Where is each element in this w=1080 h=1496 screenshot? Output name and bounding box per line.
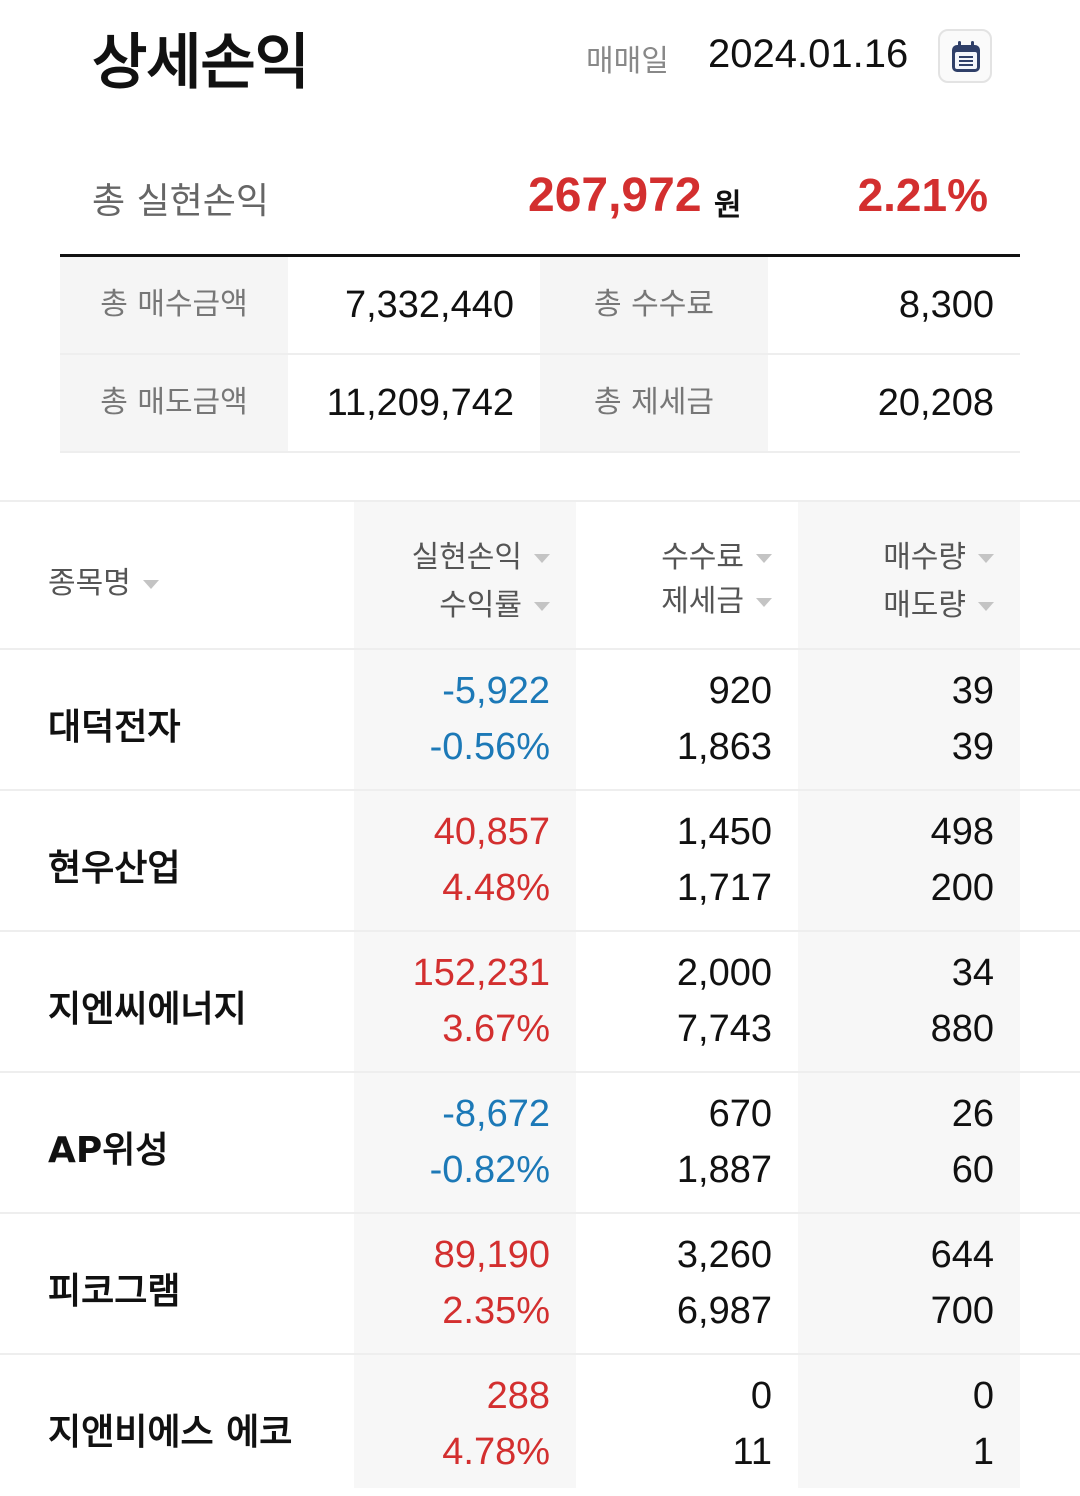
calendar-icon [952, 41, 980, 72]
tax: 7,743 [676, 1008, 772, 1050]
sort-sell-qty[interactable]: 매도량 [883, 580, 994, 624]
stock-name: 지앤비에스 에코 [48, 1412, 293, 1453]
total-profit-label: 총 실현손익 [92, 181, 270, 222]
table-row[interactable]: AP위성 -8,672 -0.82% 670 1,887 26 60 [0, 1073, 1080, 1214]
column-shade [798, 500, 1020, 1488]
total-profit-amount: 267,972 [528, 169, 702, 222]
page-title: 상세손익 [92, 28, 310, 98]
sell-qty: 1 [972, 1431, 994, 1473]
sell-qty: 200 [930, 867, 994, 909]
sort-fee[interactable]: 수수료 [661, 532, 772, 576]
sort-tax[interactable]: 제세금 [661, 576, 772, 620]
return-rate: 3.67% [442, 1008, 550, 1050]
buy-qty: 644 [930, 1234, 994, 1276]
sort-down-icon [978, 602, 994, 611]
sell-qty: 880 [930, 1008, 994, 1050]
sort-down-icon [534, 602, 550, 611]
realized-profit: -8,672 [442, 1093, 550, 1135]
table-row[interactable]: 지앤비에스 에코 288 4.78% 0 11 0 1 [0, 1355, 1080, 1496]
realized-profit: 288 [486, 1375, 550, 1417]
realized-profit: 89,190 [433, 1234, 550, 1276]
sort-down-icon [534, 554, 550, 563]
sort-buy-qty[interactable]: 매수량 [883, 532, 994, 576]
fee: 2,000 [676, 952, 772, 994]
sell-qty: 700 [930, 1290, 994, 1332]
summary-value: 11,209,742 [326, 382, 514, 424]
fee: 0 [750, 1375, 772, 1417]
sell-qty: 60 [951, 1149, 994, 1191]
tax: 1,887 [676, 1149, 772, 1191]
return-rate: -0.82% [429, 1149, 550, 1191]
tax: 1,863 [676, 726, 772, 768]
sort-profit[interactable]: 실현손익 [412, 532, 550, 576]
sort-down-icon [142, 580, 159, 589]
divider [60, 254, 1020, 257]
total-profit-rate: 2.21% [857, 169, 988, 221]
buy-qty: 0 [972, 1375, 994, 1417]
total-profit-unit: 원 [714, 188, 742, 223]
realized-profit: -5,922 [442, 670, 550, 712]
fee: 920 [708, 670, 772, 712]
sort-down-icon [756, 554, 772, 563]
summary-label: 총 수수료 [540, 257, 768, 353]
buy-qty: 39 [951, 670, 994, 712]
summary-label: 총 매도금액 [60, 355, 288, 451]
return-rate: -0.56% [429, 726, 550, 768]
trade-date-value[interactable]: 2024.01.16 [708, 32, 909, 76]
sort-rate[interactable]: 수익률 [439, 580, 550, 624]
stock-name: AP위성 [48, 1130, 169, 1171]
tax: 6,987 [676, 1290, 772, 1332]
fee: 3,260 [676, 1234, 772, 1276]
table-row[interactable]: 현우산업 40,857 4.48% 1,450 1,717 498 200 [0, 791, 1080, 932]
stock-name: 지엔씨에너지 [48, 989, 247, 1030]
realized-profit: 152,231 [412, 952, 550, 994]
stock-name: 대덕전자 [48, 707, 181, 748]
calendar-button[interactable] [938, 29, 992, 83]
summary-label: 총 제세금 [540, 355, 768, 451]
summary-value: 8,300 [898, 284, 994, 326]
table-header: 종목명 실현손익 수익률 수수료 제세금 매수량 매도량 [0, 500, 1080, 650]
tax: 1,717 [676, 867, 772, 909]
summary-value: 20,208 [877, 382, 994, 424]
tax: 11 [732, 1431, 772, 1473]
buy-qty: 26 [951, 1093, 994, 1135]
stock-name: 피코그램 [48, 1271, 181, 1312]
summary-value: 7,332,440 [344, 284, 514, 326]
buy-qty: 34 [951, 952, 994, 994]
fee: 670 [708, 1093, 772, 1135]
trade-date-label: 매매일 [586, 44, 669, 79]
fee: 1,450 [676, 811, 772, 853]
return-rate: 2.35% [442, 1290, 550, 1332]
sort-stock-name[interactable]: 종목명 [48, 558, 159, 602]
return-rate: 4.78% [442, 1431, 550, 1473]
sell-qty: 39 [951, 726, 994, 768]
stock-name: 현우산업 [48, 848, 181, 889]
column-shade [354, 500, 576, 1488]
sort-down-icon [756, 598, 772, 607]
summary-row: 총 매도금액 11,209,742 총 제세금 20,208 [60, 355, 1020, 453]
realized-profit: 40,857 [433, 811, 550, 853]
table-row[interactable]: 지엔씨에너지 152,231 3.67% 2,000 7,743 34 880 [0, 932, 1080, 1073]
buy-qty: 498 [930, 811, 994, 853]
table-row[interactable]: 피코그램 89,190 2.35% 3,260 6,987 644 700 [0, 1214, 1080, 1355]
table-row[interactable]: 대덕전자 -5,922 -0.56% 920 1,863 39 39 [0, 650, 1080, 791]
summary-label: 총 매수금액 [60, 257, 288, 353]
summary-row: 총 매수금액 7,332,440 총 수수료 8,300 [60, 257, 1020, 355]
return-rate: 4.48% [442, 867, 550, 909]
sort-down-icon [978, 554, 994, 563]
